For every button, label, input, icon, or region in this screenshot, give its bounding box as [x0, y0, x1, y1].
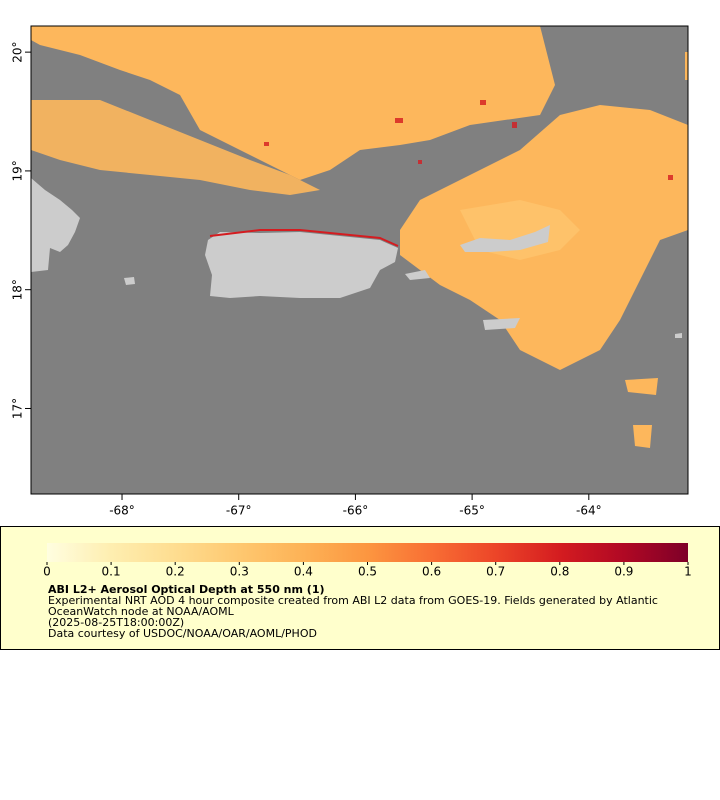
- axes: -68° -67° -66° -65° -64° 17° 18° 19° 20°: [11, 41, 602, 517]
- legend-line: (2025-08-25T18:00:00Z): [48, 616, 184, 629]
- colorbar-tick-label: 0.1: [102, 565, 121, 579]
- high-aerosol-spots: [264, 100, 673, 180]
- y-tick-label: 20°: [11, 41, 25, 62]
- y-tick-label: 18°: [11, 279, 25, 300]
- x-tick-label: -65°: [459, 504, 485, 518]
- x-tick-label: -68°: [109, 504, 135, 518]
- coast-aerosol: [209, 229, 399, 247]
- colorbar: 0 0.1 0.2 0.3 0.4 0.5 0.6 0.7 0.8 0.9 1: [43, 543, 692, 579]
- y-tick-label: 19°: [11, 160, 25, 181]
- x-tick-label: -64°: [576, 504, 602, 518]
- colorbar-tick-label: 0.4: [294, 565, 313, 579]
- land: [31, 178, 682, 338]
- legend-line: OceanWatch node at NOAA/AOML: [48, 605, 235, 618]
- colorbar-tick-label: 0: [43, 565, 51, 579]
- colorbar-tick-label: 0.9: [614, 565, 633, 579]
- legend-line: Experimental NRT AOD 4 hour composite cr…: [48, 594, 658, 607]
- x-tick-label: -67°: [226, 504, 252, 518]
- colorbar-bar: [47, 543, 688, 562]
- map-frame: [30, 25, 689, 495]
- x-tick-label: -66°: [343, 504, 369, 518]
- legend-title: ABI L2+ Aerosol Optical Depth at 550 nm …: [48, 583, 325, 596]
- colorbar-tick-label: 0.7: [486, 565, 505, 579]
- colorbar-tick-label: 0.8: [550, 565, 569, 579]
- map: [30, 25, 689, 495]
- y-tick-label: 17°: [11, 398, 25, 419]
- legend-line: Data courtesy of USDOC/NOAA/OAR/AOML/PHO…: [48, 627, 317, 640]
- colorbar-tick-label: 0.6: [422, 565, 441, 579]
- colorbar-tick-label: 0.5: [358, 565, 377, 579]
- colorbar-tick-label: 1: [684, 565, 692, 579]
- colorbar-tick-label: 0.3: [230, 565, 249, 579]
- colorbar-tick-label: 0.2: [166, 565, 185, 579]
